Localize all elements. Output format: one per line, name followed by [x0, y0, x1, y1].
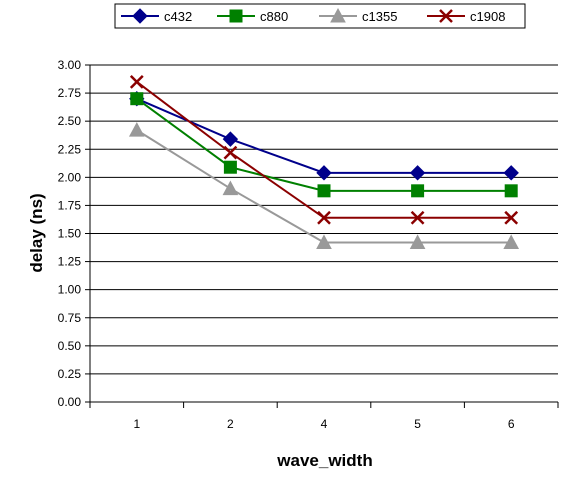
x-axis-title: wave_width [276, 451, 372, 470]
data-point-c1355 [128, 122, 145, 137]
x-tick-label: 6 [508, 417, 515, 431]
data-point-c432 [503, 165, 519, 181]
data-point-c432 [222, 131, 239, 147]
y-tick-label: 2.50 [58, 114, 82, 128]
y-tick-label: 0.75 [58, 311, 82, 325]
legend-marker [132, 8, 148, 24]
series-group [128, 74, 520, 249]
series-c1355 [128, 122, 520, 249]
x-tick-label: 2 [227, 417, 234, 431]
legend-label: c1355 [362, 9, 397, 24]
data-point-c432 [409, 165, 426, 181]
series-c880 [130, 92, 518, 198]
marker-stroke [223, 145, 238, 160]
marker-stroke [504, 210, 519, 225]
marker-stroke [410, 210, 425, 225]
data-point-c1908 [504, 210, 519, 225]
x-tick-label: 5 [414, 417, 421, 431]
data-point-c1355 [316, 234, 332, 249]
legend-item-c880: c880 [217, 9, 288, 24]
legend-item-c432: c432 [121, 8, 192, 24]
data-point-c1355 [409, 234, 426, 249]
legend-marker [229, 9, 243, 23]
y-tick-label: 2.75 [58, 86, 82, 100]
y-tick-label: 0.50 [58, 339, 82, 353]
data-point-c880 [317, 184, 331, 198]
x-tick-label: 1 [133, 417, 140, 431]
data-point-c1355 [503, 234, 520, 249]
series-line-c432 [136, 97, 512, 174]
legend-marker [439, 9, 453, 23]
x-axis-ticks: 1 2 4 5 6 [89, 402, 559, 431]
marker-stroke [317, 210, 331, 225]
gridlines [90, 64, 558, 375]
data-point-c880 [411, 184, 425, 198]
data-point-c1908 [317, 210, 331, 225]
legend-item-c1908: c1908 [427, 9, 505, 24]
y-axis-title: delay (ns) [27, 193, 46, 272]
y-tick-label: 0.25 [58, 367, 82, 381]
data-point-c1908 [223, 145, 238, 160]
y-tick-label: 1.75 [58, 198, 82, 212]
data-point-c1355 [222, 180, 239, 196]
x-tick-label: 4 [321, 417, 328, 431]
y-tick-label: 0.00 [58, 395, 82, 409]
legend-item-c1355: c1355 [319, 7, 397, 24]
marker-stroke [129, 74, 144, 89]
data-point-c880 [130, 92, 144, 106]
y-tick-label: 1.00 [58, 283, 82, 297]
legend: c432 c880 c1355 c1908 [114, 3, 526, 29]
y-tick-label: 3.00 [58, 58, 82, 72]
y-tick-label: 2.00 [58, 170, 82, 184]
data-point-c880 [223, 160, 237, 174]
legend-label: c432 [164, 9, 192, 24]
legend-label: c880 [260, 9, 288, 24]
data-point-c432 [316, 165, 332, 181]
y-tick-label: 2.25 [58, 142, 82, 156]
legend-label: c1908 [470, 9, 505, 24]
y-tick-label: 1.50 [58, 227, 82, 241]
marker-stroke [439, 9, 453, 23]
y-axis-ticks: 0.00 0.25 0.50 0.75 1.00 1.25 1.50 1.75 2.00 2.25… [58, 58, 90, 409]
series-c1908 [129, 74, 519, 225]
data-point-c1908 [410, 210, 425, 225]
series-line-c1908 [136, 81, 512, 219]
legend-marker [330, 7, 346, 23]
y-tick-label: 1.25 [58, 255, 82, 269]
data-point-c1908 [129, 74, 144, 89]
data-point-c880 [504, 184, 518, 198]
